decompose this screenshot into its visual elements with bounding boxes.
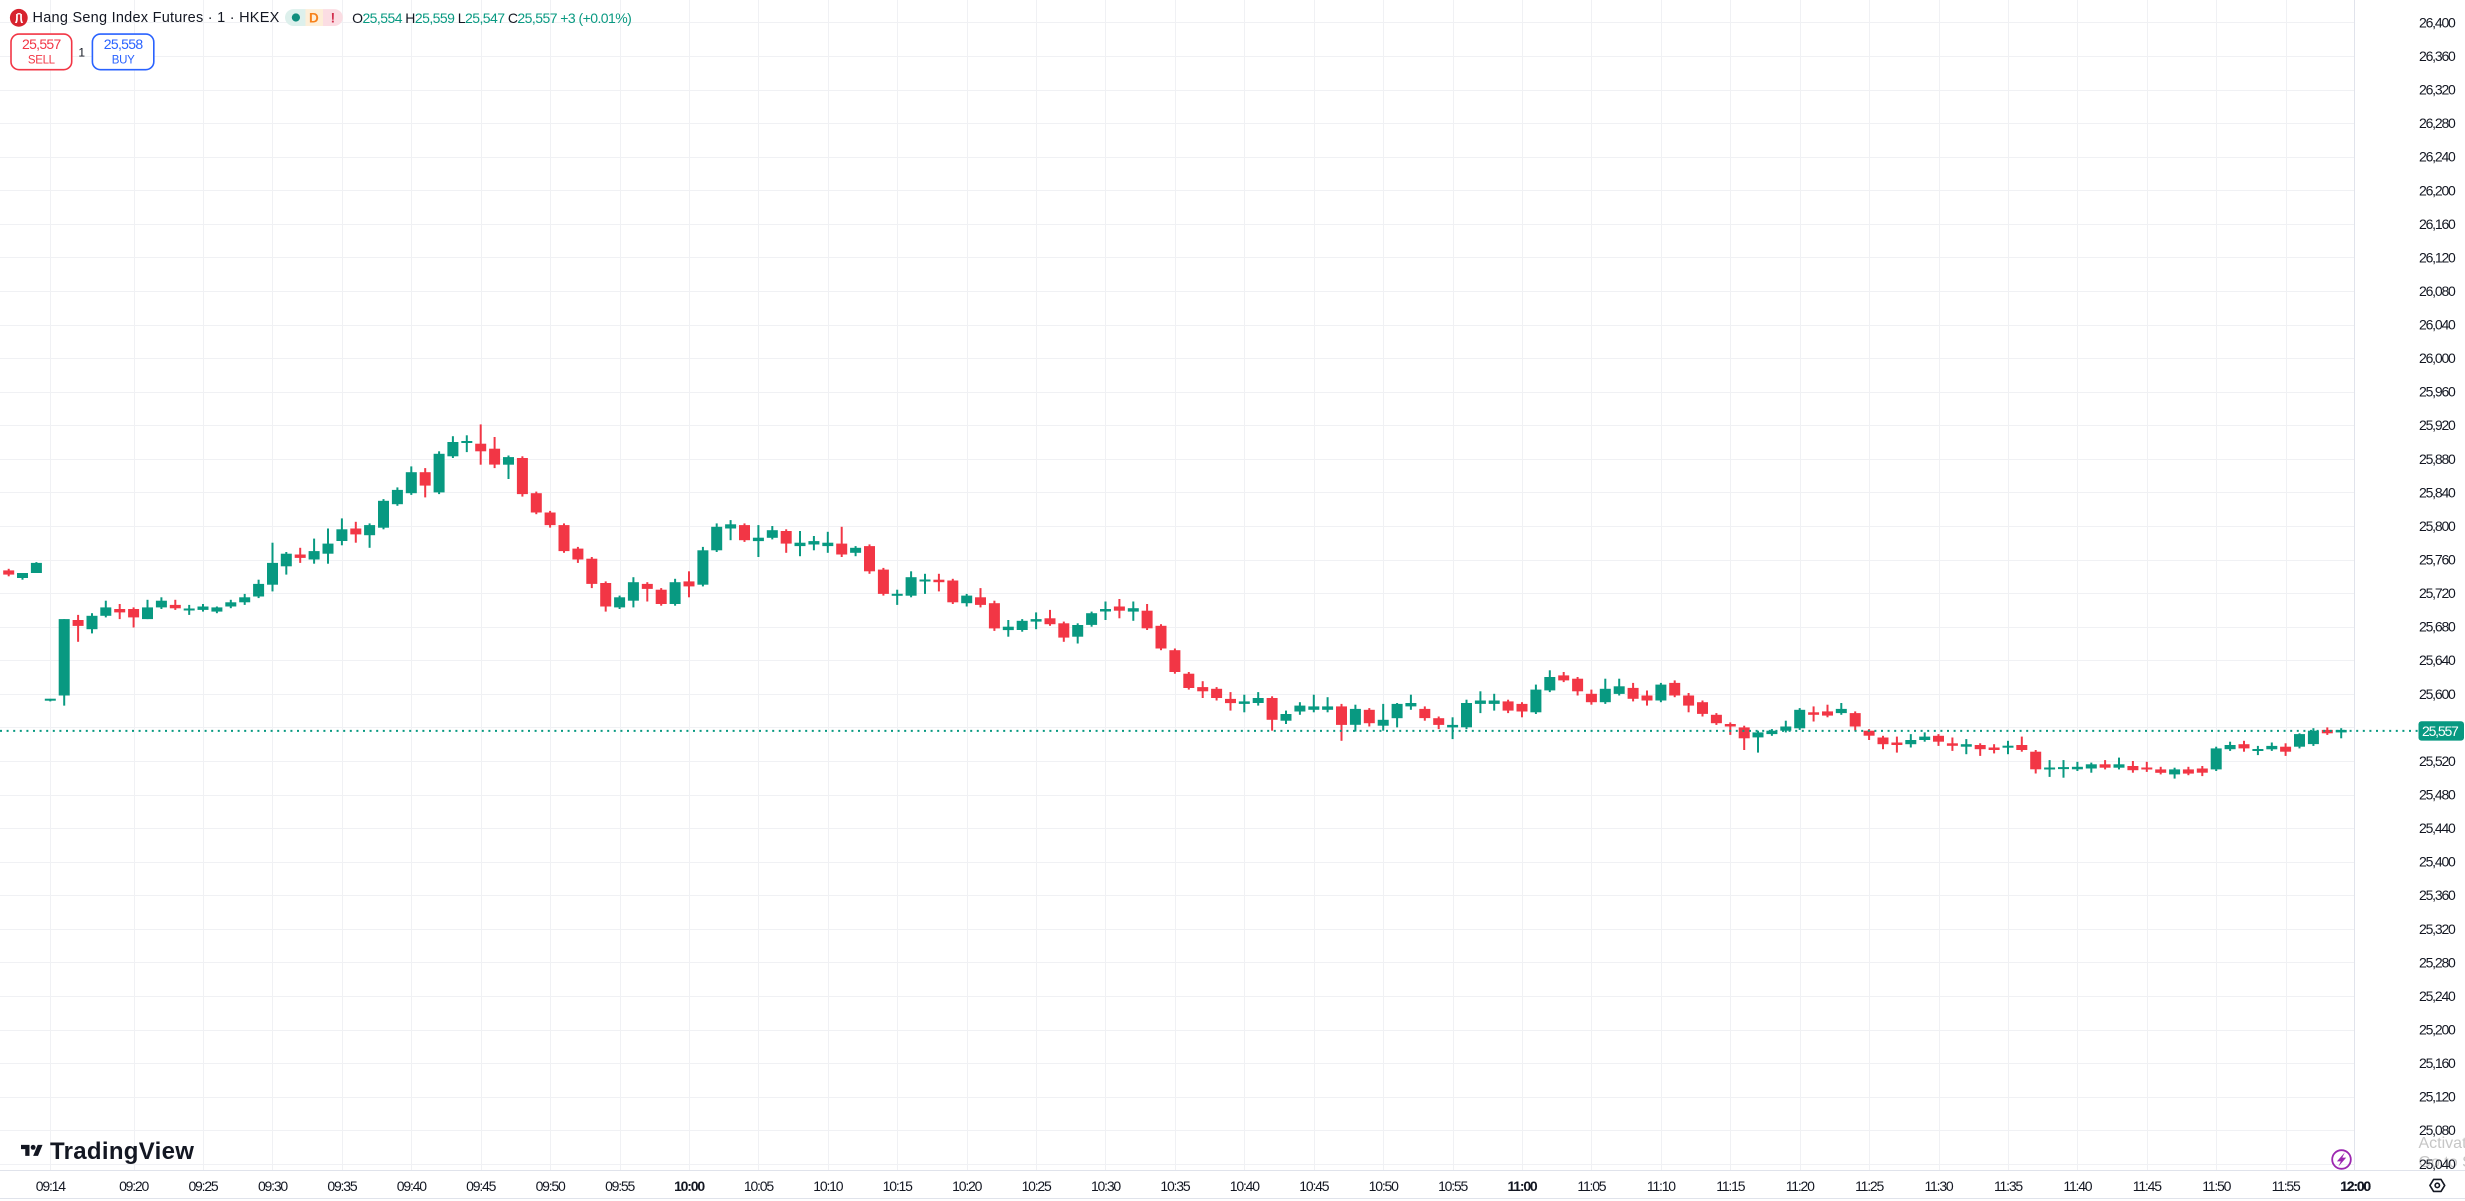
svg-text:26,240: 26,240 [2419, 149, 2456, 165]
svg-text:10:00: 10:00 [674, 1178, 705, 1194]
svg-text:BUY: BUY [112, 54, 135, 66]
svg-text:25,120: 25,120 [2419, 1089, 2456, 1105]
svg-text:O25,554 H25,559 L25,547 C25,55: O25,554 H25,559 L25,547 C25,557 +3 (+0.0… [352, 10, 631, 26]
svg-text:26,160: 26,160 [2419, 216, 2456, 232]
svg-text:25,640: 25,640 [2419, 652, 2456, 668]
svg-text:26,000: 26,000 [2419, 350, 2456, 366]
svg-text:11:30: 11:30 [1925, 1178, 1954, 1194]
svg-text:10:40: 10:40 [1230, 1178, 1260, 1194]
svg-text:25,280: 25,280 [2419, 954, 2456, 970]
svg-text:09:14: 09:14 [36, 1178, 66, 1194]
svg-text:1: 1 [78, 46, 85, 60]
svg-text:11:20: 11:20 [1786, 1178, 1815, 1194]
svg-text:09:50: 09:50 [536, 1178, 566, 1194]
svg-text:Hang Seng Index Futures · 1 ·: Hang Seng Index Futures · 1 · HKEX [33, 10, 280, 26]
svg-text:10:35: 10:35 [1160, 1178, 1190, 1194]
svg-text:SELL: SELL [28, 54, 56, 66]
svg-text:!: ! [331, 11, 336, 26]
svg-text:25,520: 25,520 [2419, 753, 2456, 769]
svg-text:10:30: 10:30 [1091, 1178, 1121, 1194]
svg-text:09:20: 09:20 [119, 1178, 149, 1194]
svg-text:26,280: 26,280 [2419, 115, 2456, 131]
svg-text:11:25: 11:25 [1855, 1178, 1884, 1194]
svg-text:25,480: 25,480 [2419, 787, 2456, 803]
svg-text:25,800: 25,800 [2419, 518, 2456, 534]
svg-text:26,040: 26,040 [2419, 317, 2456, 333]
svg-text:09:30: 09:30 [258, 1178, 288, 1194]
svg-text:Activate Windows: Activate Windows [2419, 1135, 2465, 1152]
svg-text:12:00: 12:00 [2340, 1178, 2371, 1194]
svg-text:26,360: 26,360 [2419, 48, 2456, 64]
svg-text:09:55: 09:55 [605, 1178, 635, 1194]
svg-text:D: D [309, 11, 319, 26]
svg-text:25,680: 25,680 [2419, 619, 2456, 635]
svg-text:10:15: 10:15 [883, 1178, 913, 1194]
svg-text:25,080: 25,080 [2419, 1122, 2456, 1138]
svg-text:26,120: 26,120 [2419, 249, 2456, 265]
svg-text:10:50: 10:50 [1369, 1178, 1399, 1194]
svg-text:25,200: 25,200 [2419, 1022, 2456, 1038]
svg-text:11:15: 11:15 [1716, 1178, 1745, 1194]
svg-text:25,760: 25,760 [2419, 552, 2456, 568]
svg-text:25,320: 25,320 [2419, 921, 2456, 937]
svg-text:10:55: 10:55 [1438, 1178, 1468, 1194]
svg-text:25,557: 25,557 [22, 36, 62, 52]
svg-text:25,920: 25,920 [2419, 417, 2456, 433]
svg-text:11:40: 11:40 [2063, 1178, 2092, 1194]
svg-text:25,880: 25,880 [2419, 451, 2456, 467]
svg-text:25,400: 25,400 [2419, 854, 2456, 870]
svg-text:10:10: 10:10 [813, 1178, 843, 1194]
svg-text:25,360: 25,360 [2419, 887, 2456, 903]
svg-text:11:35: 11:35 [1994, 1178, 2023, 1194]
svg-text:26,080: 26,080 [2419, 283, 2456, 299]
svg-text:11:10: 11:10 [1647, 1178, 1676, 1194]
svg-text:11:05: 11:05 [1577, 1178, 1606, 1194]
svg-text:11:50: 11:50 [2202, 1178, 2231, 1194]
svg-text:25,840: 25,840 [2419, 484, 2456, 500]
svg-text:TradingView: TradingView [50, 1138, 194, 1165]
svg-text:25,720: 25,720 [2419, 585, 2456, 601]
svg-text:25,960: 25,960 [2419, 384, 2456, 400]
svg-text:11:55: 11:55 [2272, 1178, 2301, 1194]
svg-text:09:25: 09:25 [188, 1178, 218, 1194]
svg-text:25,558: 25,558 [104, 36, 144, 52]
svg-text:12:00: 12:00 [2340, 1178, 2371, 1194]
svg-text:10:05: 10:05 [744, 1178, 774, 1194]
svg-text:09:35: 09:35 [327, 1178, 357, 1194]
svg-text:09:45: 09:45 [466, 1178, 496, 1194]
svg-text:25,557: 25,557 [2422, 723, 2459, 739]
svg-text:10:25: 10:25 [1022, 1178, 1052, 1194]
svg-text:25,240: 25,240 [2419, 988, 2456, 1004]
svg-text:10:45: 10:45 [1299, 1178, 1329, 1194]
svg-text:26,200: 26,200 [2419, 182, 2456, 198]
svg-text:25,600: 25,600 [2419, 686, 2456, 702]
svg-text:11:45: 11:45 [2133, 1178, 2162, 1194]
svg-text:25,040: 25,040 [2419, 1156, 2456, 1172]
svg-text:11:00: 11:00 [1507, 1178, 1537, 1194]
svg-text:26,400: 26,400 [2419, 14, 2456, 30]
svg-text:Go to Settings: Go to Settings [2419, 1154, 2465, 1171]
svg-text:26,320: 26,320 [2419, 82, 2456, 98]
svg-text:25,440: 25,440 [2419, 820, 2456, 836]
svg-text:09:40: 09:40 [397, 1178, 427, 1194]
svg-text:10:20: 10:20 [952, 1178, 982, 1194]
svg-text:25,160: 25,160 [2419, 1055, 2456, 1071]
